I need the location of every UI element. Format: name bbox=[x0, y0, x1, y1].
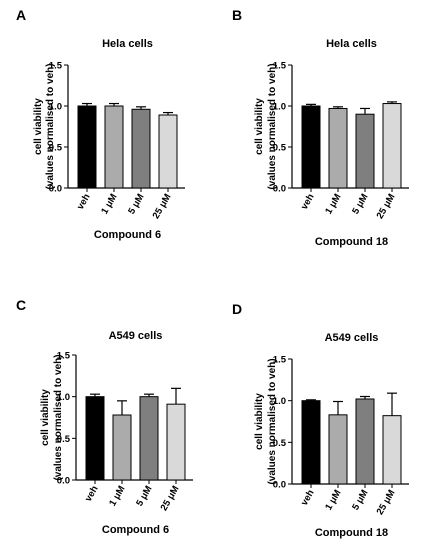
y-axis-label: cell viability bbox=[254, 393, 265, 450]
bar bbox=[301, 400, 321, 485]
category-label: 5 μM bbox=[126, 192, 146, 216]
category-label: 5 μM bbox=[134, 484, 154, 508]
panel-a: A Hela cells 0.0 0.5 1.0 1.5 cell viability (va… bbox=[16, 7, 185, 241]
bar bbox=[77, 105, 97, 189]
y-tick-label: 1.0 bbox=[57, 392, 70, 403]
y-tick-label: 0.5 bbox=[49, 143, 63, 154]
y-axis-label: cell viability bbox=[33, 98, 44, 155]
panel-b: B Hela cells 0.0 0.5 1.0 1.5 cell viability (va… bbox=[232, 7, 409, 248]
y-tick-label: 0.0 bbox=[57, 476, 70, 487]
x-axis-label: Compound 6 bbox=[102, 524, 169, 536]
bar bbox=[328, 107, 348, 189]
y-axis-label-units: (values normalised to veh) bbox=[267, 63, 278, 189]
x-axis-label: Compound 18 bbox=[315, 236, 388, 248]
category-label: 5 μM bbox=[350, 192, 370, 216]
bar bbox=[328, 414, 348, 485]
bar bbox=[158, 114, 178, 189]
chart-title: A549 cells bbox=[325, 332, 379, 344]
y-axis-label: cell viability bbox=[40, 389, 51, 446]
y-tick-label: 0.0 bbox=[273, 480, 286, 491]
y-tick-label: 1.0 bbox=[273, 396, 286, 407]
y-tick-label: 1.0 bbox=[49, 102, 62, 113]
bar bbox=[139, 396, 159, 481]
bar bbox=[301, 105, 321, 189]
bar bbox=[355, 398, 375, 485]
panel-letter: B bbox=[232, 7, 242, 23]
bar bbox=[131, 108, 151, 189]
panel-letter: C bbox=[16, 297, 26, 313]
category-label: veh bbox=[299, 192, 317, 212]
y-axis-label: cell viability bbox=[254, 98, 265, 155]
category-label: 1 μM bbox=[323, 192, 343, 216]
chart-title: Hela cells bbox=[102, 38, 153, 50]
category-label: 25 μM bbox=[159, 484, 182, 513]
bar bbox=[382, 415, 402, 485]
category-label: 25 μM bbox=[151, 192, 174, 221]
chart-title: A549 cells bbox=[109, 330, 163, 342]
x-axis-label: Compound 18 bbox=[315, 527, 388, 539]
bar bbox=[355, 113, 375, 189]
y-axis-label-units: (values normalised to veh) bbox=[53, 354, 64, 480]
category-label: veh bbox=[75, 192, 93, 212]
category-label: veh bbox=[299, 488, 317, 508]
category-label: 25 μM bbox=[375, 192, 398, 221]
y-tick-label: 1.5 bbox=[273, 61, 287, 72]
category-label: 1 μM bbox=[107, 484, 127, 508]
chart-title: Hela cells bbox=[326, 38, 377, 50]
category-label: 1 μM bbox=[323, 488, 343, 512]
y-tick-label: 0.0 bbox=[273, 184, 286, 195]
x-axis-label: Compound 6 bbox=[94, 229, 161, 241]
y-tick-label: 1.5 bbox=[49, 61, 63, 72]
y-tick-label: 0.5 bbox=[273, 438, 287, 449]
panel-letter: D bbox=[232, 301, 242, 317]
bar bbox=[104, 105, 124, 189]
bar bbox=[166, 403, 186, 481]
category-label: veh bbox=[83, 484, 101, 504]
panel-c: C A549 cells 0.0 0.5 1.0 1.5 cell viability (va… bbox=[16, 297, 193, 536]
bar bbox=[85, 396, 105, 481]
y-tick-label: 1.5 bbox=[273, 355, 287, 366]
category-label: 1 μM bbox=[99, 192, 119, 216]
panel-d: D A549 cells 0.0 0.5 1.0 1.5 cell viability (va… bbox=[232, 301, 409, 539]
y-tick-label: 0.0 bbox=[49, 184, 62, 195]
panel-letter: A bbox=[16, 7, 26, 23]
category-label: 5 μM bbox=[350, 488, 370, 512]
bar bbox=[112, 414, 132, 481]
y-tick-label: 0.5 bbox=[57, 434, 71, 445]
y-tick-label: 1.5 bbox=[57, 351, 71, 362]
y-tick-label: 1.0 bbox=[273, 102, 286, 113]
y-axis-label-units: (values normalised to veh) bbox=[45, 63, 56, 189]
y-tick-label: 0.5 bbox=[273, 143, 287, 154]
y-axis-label-units: (values normalised to veh) bbox=[267, 358, 278, 484]
bar bbox=[382, 103, 402, 189]
category-label: 25 μM bbox=[375, 488, 398, 517]
